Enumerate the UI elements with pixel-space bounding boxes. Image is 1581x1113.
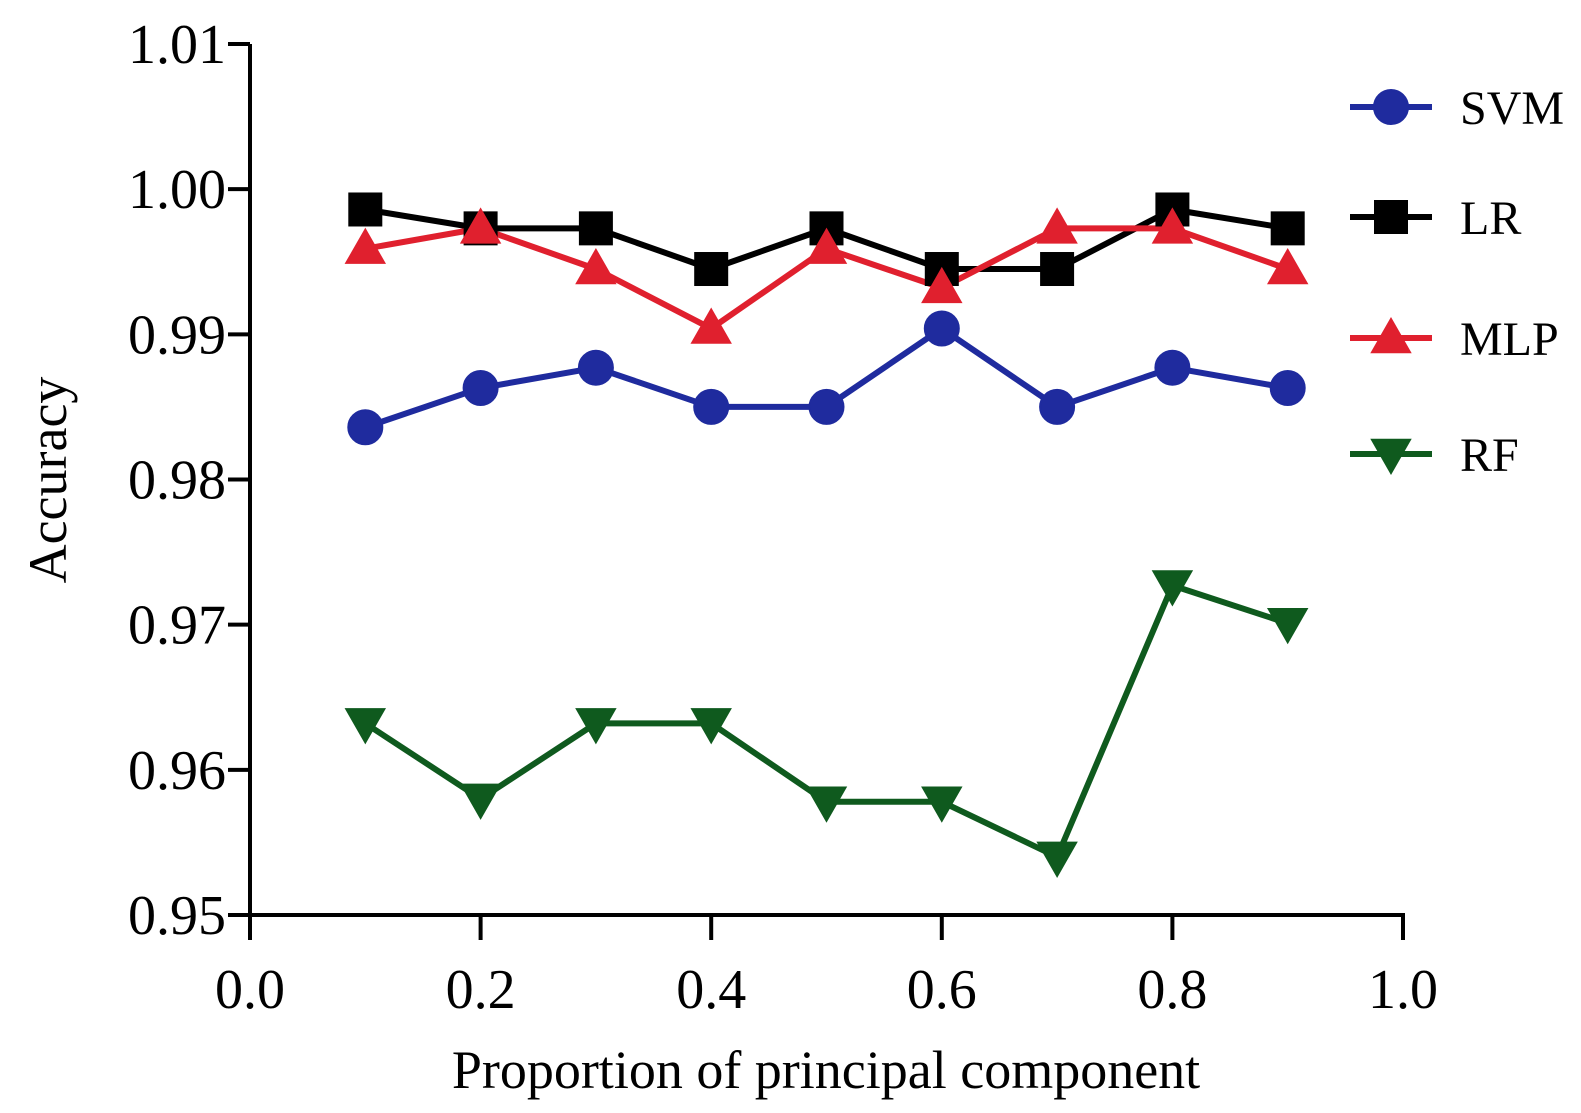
y-tick-label: 0.99	[128, 304, 226, 366]
data-point-rf	[805, 786, 848, 823]
axes	[248, 44, 1405, 917]
legend-marker-rf	[1370, 438, 1412, 476]
data-point-rf	[575, 708, 617, 745]
y-tick-label: 1.00	[128, 159, 226, 221]
data-point-mlp	[921, 266, 963, 304]
x-ticks: 0.0 0.2 0.4 0.6 0.8 1.0	[215, 915, 1438, 1021]
legend-marker-svm	[1373, 89, 1409, 125]
y-tick-label: 0.97	[128, 595, 226, 657]
x-tick-label: 0.6	[907, 959, 977, 1021]
data-point-lr	[348, 192, 383, 227]
data-point-svm	[693, 388, 730, 425]
data-point-svm	[462, 370, 499, 407]
y-ticks: 0.95 0.96 0.97 0.98 0.99 1.00 1.01	[128, 14, 250, 947]
data-point-svm	[808, 388, 845, 425]
y-tick-label: 0.95	[128, 885, 226, 947]
data-point-rf	[459, 783, 502, 820]
data-point-lr	[694, 252, 729, 287]
y-axis-title: Accuracy	[18, 377, 78, 584]
data-point-rf	[921, 786, 963, 823]
data-point-svm	[1039, 388, 1076, 425]
data-point-svm	[1154, 349, 1191, 386]
legend: SVM LR MLP RF	[1350, 82, 1564, 482]
data-point-mlp	[575, 247, 617, 285]
y-tick-label: 0.98	[128, 450, 226, 512]
x-tick-label: 0.8	[1137, 959, 1207, 1021]
x-tick-label: 0.0	[215, 959, 285, 1021]
x-axis-title: Proportion of principal component	[452, 1040, 1200, 1100]
y-tick-label: 0.96	[128, 740, 226, 802]
data-point-rf	[1266, 607, 1309, 645]
data-point-svm	[923, 310, 960, 347]
x-tick-label: 1.0	[1368, 959, 1438, 1021]
legend-marker-mlp	[1370, 316, 1412, 354]
data-point-svm	[347, 409, 384, 446]
legend-label-mlp: MLP	[1460, 313, 1559, 366]
legend-label-rf: RF	[1460, 429, 1519, 482]
data-point-mlp	[344, 227, 387, 264]
data-point-svm	[1269, 370, 1306, 407]
data-point-rf	[1036, 841, 1078, 878]
legend-label-lr: LR	[1460, 192, 1521, 245]
legend-label-svm: SVM	[1460, 82, 1564, 135]
x-tick-label: 0.4	[676, 959, 746, 1021]
series-lines	[363, 206, 1289, 860]
y-tick-label: 1.01	[128, 14, 226, 76]
x-tick-label: 0.2	[446, 959, 516, 1021]
data-point-svm	[577, 349, 614, 386]
data-point-rf	[344, 708, 387, 745]
data-point-mlp	[805, 227, 848, 264]
data-point-mlp	[1036, 207, 1078, 244]
data-point-lr	[1270, 211, 1305, 246]
series-markers	[344, 192, 1309, 878]
data-point-lr	[1040, 252, 1075, 287]
data-point-lr	[578, 211, 613, 246]
data-point-rf	[690, 708, 732, 745]
data-point-mlp	[690, 307, 732, 344]
legend-marker-lr	[1374, 200, 1408, 234]
data-point-mlp	[1151, 207, 1194, 244]
data-point-rf	[1151, 570, 1194, 607]
data-point-mlp	[459, 207, 502, 244]
data-point-mlp	[1266, 247, 1309, 285]
